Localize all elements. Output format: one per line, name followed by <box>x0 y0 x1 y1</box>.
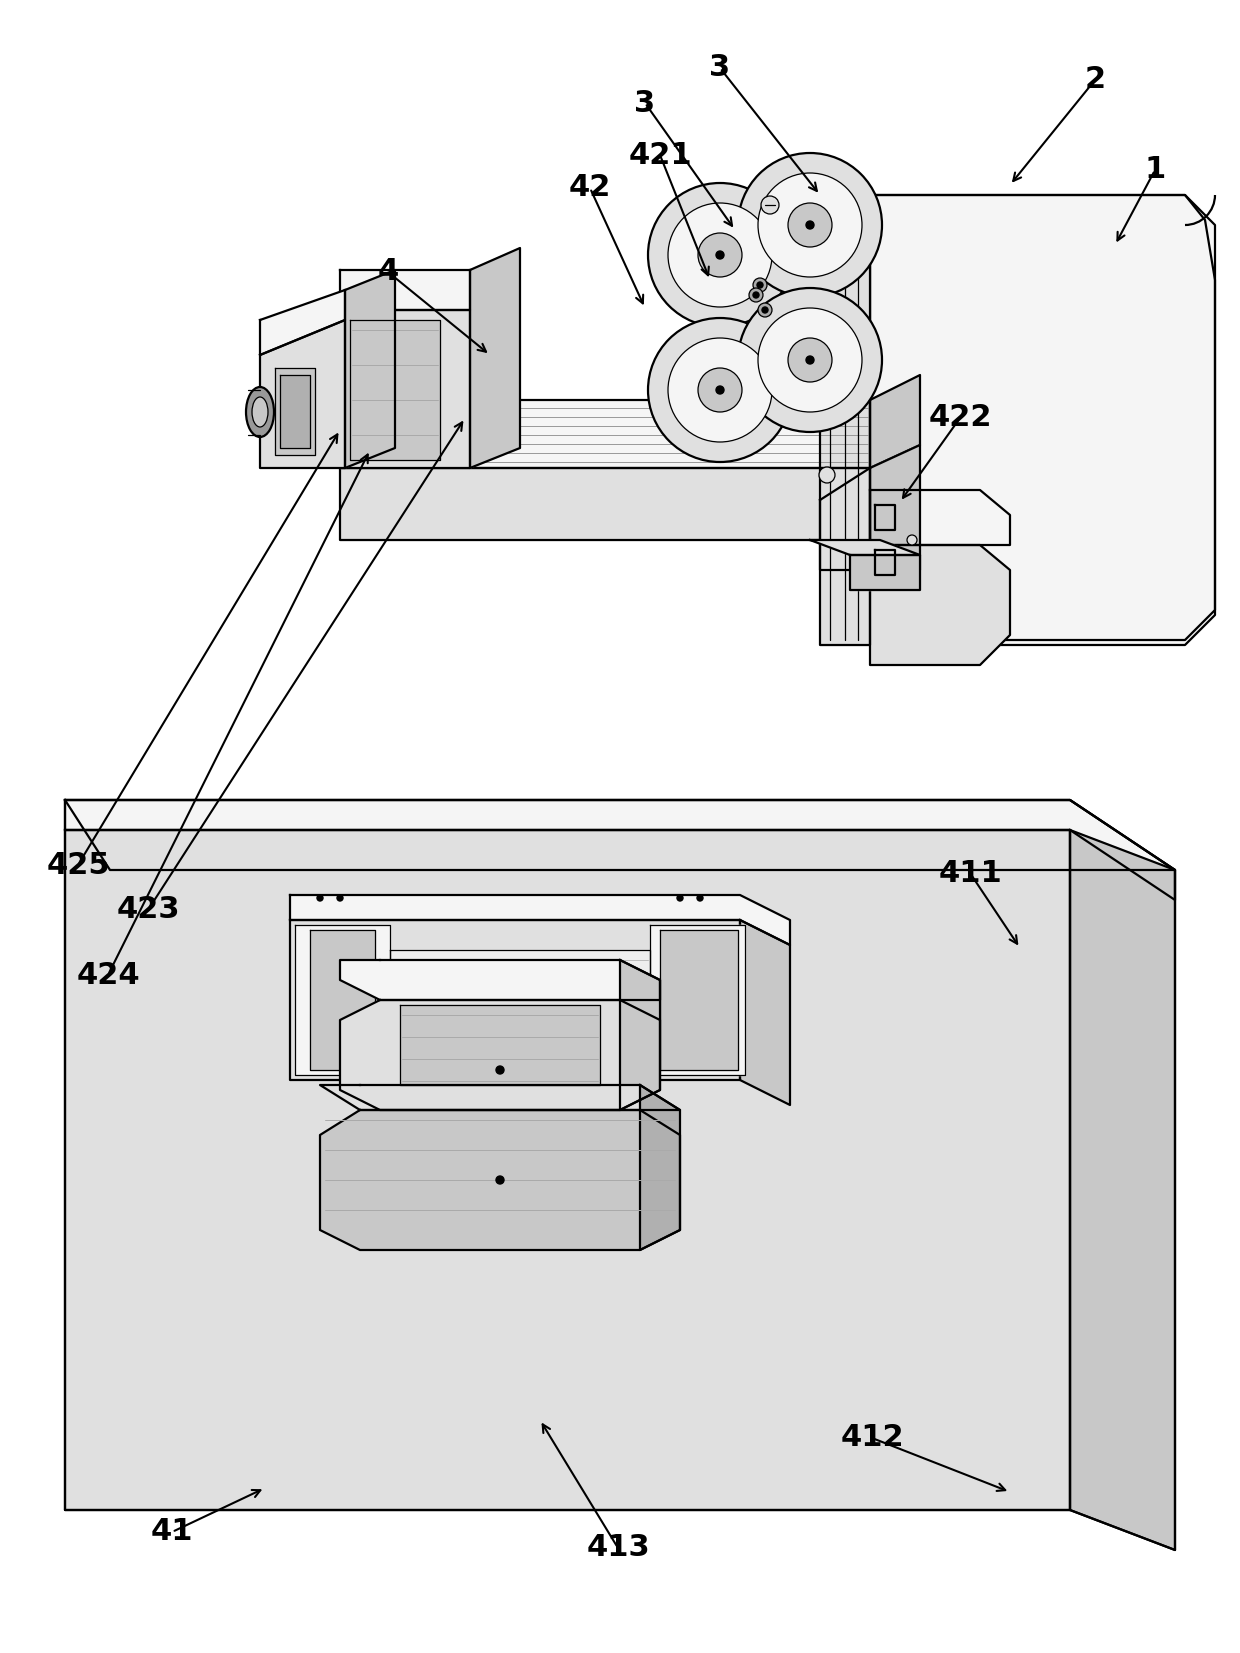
Polygon shape <box>650 926 745 1074</box>
Polygon shape <box>870 195 1215 640</box>
Circle shape <box>749 288 763 302</box>
Polygon shape <box>64 800 1176 869</box>
Polygon shape <box>280 375 310 448</box>
Text: 424: 424 <box>76 960 140 990</box>
Polygon shape <box>660 931 738 1069</box>
Ellipse shape <box>246 387 274 436</box>
Polygon shape <box>870 195 1215 645</box>
Text: 421: 421 <box>629 141 692 170</box>
Polygon shape <box>275 369 315 455</box>
Polygon shape <box>350 321 440 460</box>
Ellipse shape <box>252 397 268 426</box>
Polygon shape <box>290 921 740 1079</box>
Polygon shape <box>640 1084 680 1250</box>
Polygon shape <box>64 830 1070 1509</box>
Polygon shape <box>320 1111 680 1250</box>
Text: 42: 42 <box>569 174 611 203</box>
Ellipse shape <box>649 317 792 461</box>
Circle shape <box>715 251 724 260</box>
Polygon shape <box>391 950 650 1050</box>
Polygon shape <box>64 800 1176 899</box>
Polygon shape <box>870 545 1011 665</box>
Polygon shape <box>290 894 790 946</box>
Circle shape <box>763 307 768 312</box>
Polygon shape <box>340 1000 660 1111</box>
Circle shape <box>818 468 835 483</box>
Circle shape <box>697 894 703 901</box>
Polygon shape <box>340 269 470 311</box>
Circle shape <box>806 222 813 230</box>
Ellipse shape <box>738 288 882 431</box>
Polygon shape <box>340 468 870 541</box>
Polygon shape <box>260 321 345 468</box>
Circle shape <box>715 387 724 393</box>
Circle shape <box>753 293 759 298</box>
Polygon shape <box>345 269 396 468</box>
Polygon shape <box>849 555 920 590</box>
Text: 422: 422 <box>929 403 992 433</box>
Circle shape <box>756 283 763 288</box>
Polygon shape <box>260 289 345 355</box>
Polygon shape <box>875 550 895 575</box>
Ellipse shape <box>787 203 832 246</box>
Text: 412: 412 <box>841 1423 904 1453</box>
Polygon shape <box>620 960 660 1111</box>
Circle shape <box>317 894 322 901</box>
Text: 411: 411 <box>939 858 1002 888</box>
Text: 41: 41 <box>151 1517 193 1547</box>
Polygon shape <box>401 1005 600 1084</box>
Polygon shape <box>820 468 870 570</box>
Text: 1: 1 <box>1145 155 1166 185</box>
Circle shape <box>806 355 813 364</box>
Ellipse shape <box>787 337 832 382</box>
Ellipse shape <box>758 174 862 278</box>
Text: 423: 423 <box>117 896 180 924</box>
Text: 3: 3 <box>709 53 730 83</box>
Text: 3: 3 <box>635 89 656 117</box>
Circle shape <box>496 1066 503 1074</box>
Polygon shape <box>740 921 790 1104</box>
Circle shape <box>761 197 779 213</box>
Ellipse shape <box>649 183 792 327</box>
Polygon shape <box>340 960 660 1000</box>
Text: 425: 425 <box>46 851 110 879</box>
Polygon shape <box>295 926 391 1074</box>
Polygon shape <box>870 489 1011 545</box>
Text: 413: 413 <box>587 1534 650 1562</box>
Ellipse shape <box>668 337 773 441</box>
Circle shape <box>906 536 918 545</box>
Polygon shape <box>470 248 520 468</box>
Ellipse shape <box>698 233 742 278</box>
Polygon shape <box>870 375 920 468</box>
Polygon shape <box>810 541 920 555</box>
Circle shape <box>753 278 768 293</box>
Text: 2: 2 <box>1085 66 1106 94</box>
Ellipse shape <box>758 307 862 412</box>
Polygon shape <box>875 506 895 531</box>
Polygon shape <box>870 445 920 570</box>
Ellipse shape <box>738 154 882 298</box>
Polygon shape <box>320 1084 680 1111</box>
Ellipse shape <box>698 369 742 412</box>
Ellipse shape <box>668 203 773 307</box>
Circle shape <box>677 894 683 901</box>
Polygon shape <box>340 400 870 468</box>
Polygon shape <box>1070 830 1176 1551</box>
Polygon shape <box>820 195 870 645</box>
Circle shape <box>337 894 343 901</box>
Text: 4: 4 <box>377 258 398 286</box>
Circle shape <box>496 1175 503 1184</box>
Circle shape <box>758 302 773 317</box>
Polygon shape <box>310 931 374 1069</box>
Polygon shape <box>340 311 470 468</box>
